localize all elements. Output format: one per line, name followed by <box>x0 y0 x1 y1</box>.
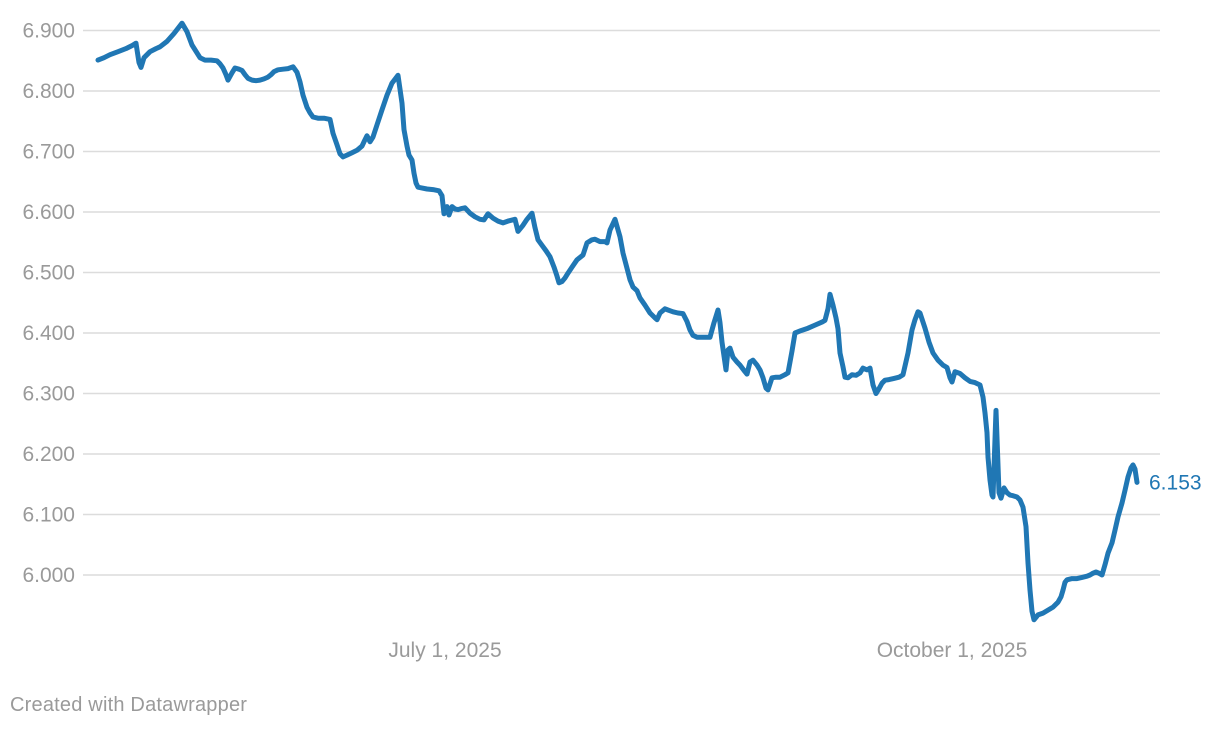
line-chart: 6.900 6.800 6.700 6.600 6.500 6.400 6.300 6.200… <box>22 20 1202 663</box>
y-tick-label: 6.600 <box>22 201 75 224</box>
y-tick-label: 6.200 <box>22 443 75 466</box>
end-value-label: 6.153 <box>1149 471 1202 494</box>
attribution: Created with Datawrapper <box>10 694 248 716</box>
y-tick-label: 6.300 <box>22 383 75 406</box>
x-tick-label: October 1, 2025 <box>877 639 1028 662</box>
data-line <box>95 20 1140 623</box>
y-tick-label: 6.500 <box>22 262 75 285</box>
y-tick-label: 6.100 <box>22 504 75 527</box>
y-tick-label: 6.900 <box>22 20 75 43</box>
y-tick-label: 6.800 <box>22 80 75 103</box>
y-tick-label: 6.400 <box>22 322 75 345</box>
y-tick-label: 6.700 <box>22 141 75 164</box>
x-tick-label: July 1, 2025 <box>388 639 501 662</box>
y-tick-label: 6.000 <box>22 564 75 587</box>
